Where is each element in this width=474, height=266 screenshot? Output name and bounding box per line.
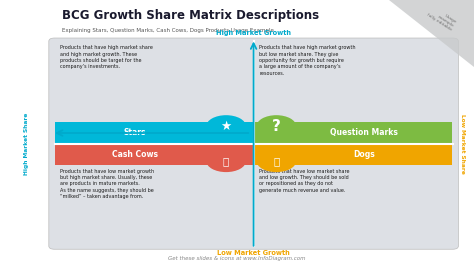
Text: High Market Share: High Market Share (24, 113, 28, 175)
Text: BCG Growth Share Matrix Descriptions: BCG Growth Share Matrix Descriptions (62, 9, 319, 22)
Text: Products that have low market growth
but high market share. Usually, these
are p: Products that have low market growth but… (60, 169, 155, 199)
FancyBboxPatch shape (255, 144, 452, 165)
Text: Products that have high market growth
but low market share. They give
opportunit: Products that have high market growth bu… (259, 45, 356, 76)
FancyBboxPatch shape (55, 144, 253, 165)
Text: 🐄: 🐄 (223, 156, 229, 166)
Text: Stars: Stars (124, 128, 146, 137)
Text: ★: ★ (220, 120, 232, 133)
Text: Products that have high market share
and high market growth. These
products shou: Products that have high market share and… (60, 45, 153, 69)
FancyBboxPatch shape (55, 122, 253, 143)
Text: Get these slides & icons at www.InfoDiagram.com: Get these slides & icons at www.InfoDiag… (168, 256, 306, 261)
Circle shape (206, 150, 246, 172)
Circle shape (206, 115, 246, 138)
FancyBboxPatch shape (255, 122, 452, 143)
Text: Dogs: Dogs (353, 150, 375, 159)
Text: Explaining Stars, Question Marks, Cash Cows, Dogs Products Usage Example: Explaining Stars, Question Marks, Cash C… (62, 28, 273, 33)
Circle shape (256, 150, 296, 172)
Polygon shape (389, 0, 474, 66)
Text: Low Market Growth: Low Market Growth (217, 250, 290, 256)
Text: Question Marks: Question Marks (330, 128, 398, 137)
FancyBboxPatch shape (49, 38, 458, 249)
Text: Usage
example
fully editable: Usage example fully editable (426, 5, 457, 32)
Circle shape (256, 115, 296, 138)
Text: ?: ? (272, 119, 281, 134)
Text: Products that have low market share
and low growth. They should be sold
or repos: Products that have low market share and … (259, 169, 350, 193)
Text: Cash Cows: Cash Cows (112, 150, 158, 159)
Text: High Market Growth: High Market Growth (216, 30, 291, 36)
Text: 🐕: 🐕 (273, 156, 280, 166)
Text: Low Market Share: Low Market Share (460, 114, 465, 174)
